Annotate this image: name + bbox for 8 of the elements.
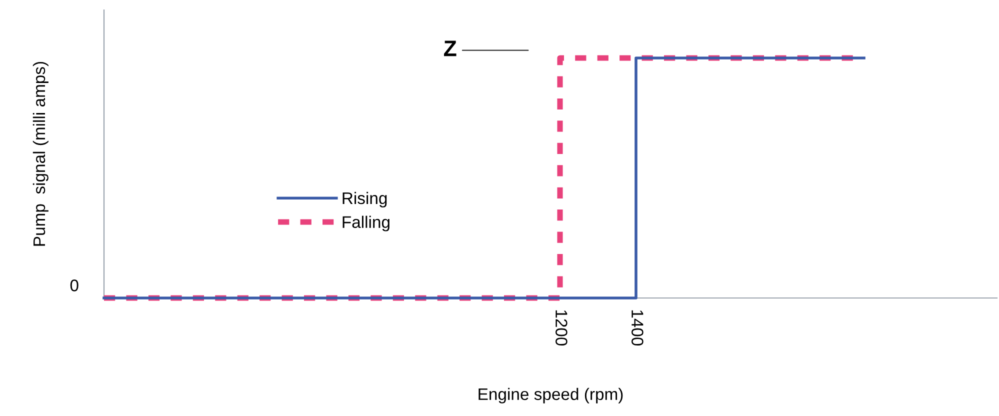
x-tick-label: 1400: [632, 310, 644, 346]
x-axis-title: Engine speed (rpm): [478, 388, 623, 404]
y-axis-title: Pump signal (milli amps): [32, 62, 48, 246]
legend-label: Falling: [342, 216, 390, 232]
x-tick-label: 1200: [556, 310, 568, 346]
legend-label: Rising: [342, 192, 387, 208]
text: 0: [70, 280, 78, 292]
text: Z: [444, 40, 456, 56]
